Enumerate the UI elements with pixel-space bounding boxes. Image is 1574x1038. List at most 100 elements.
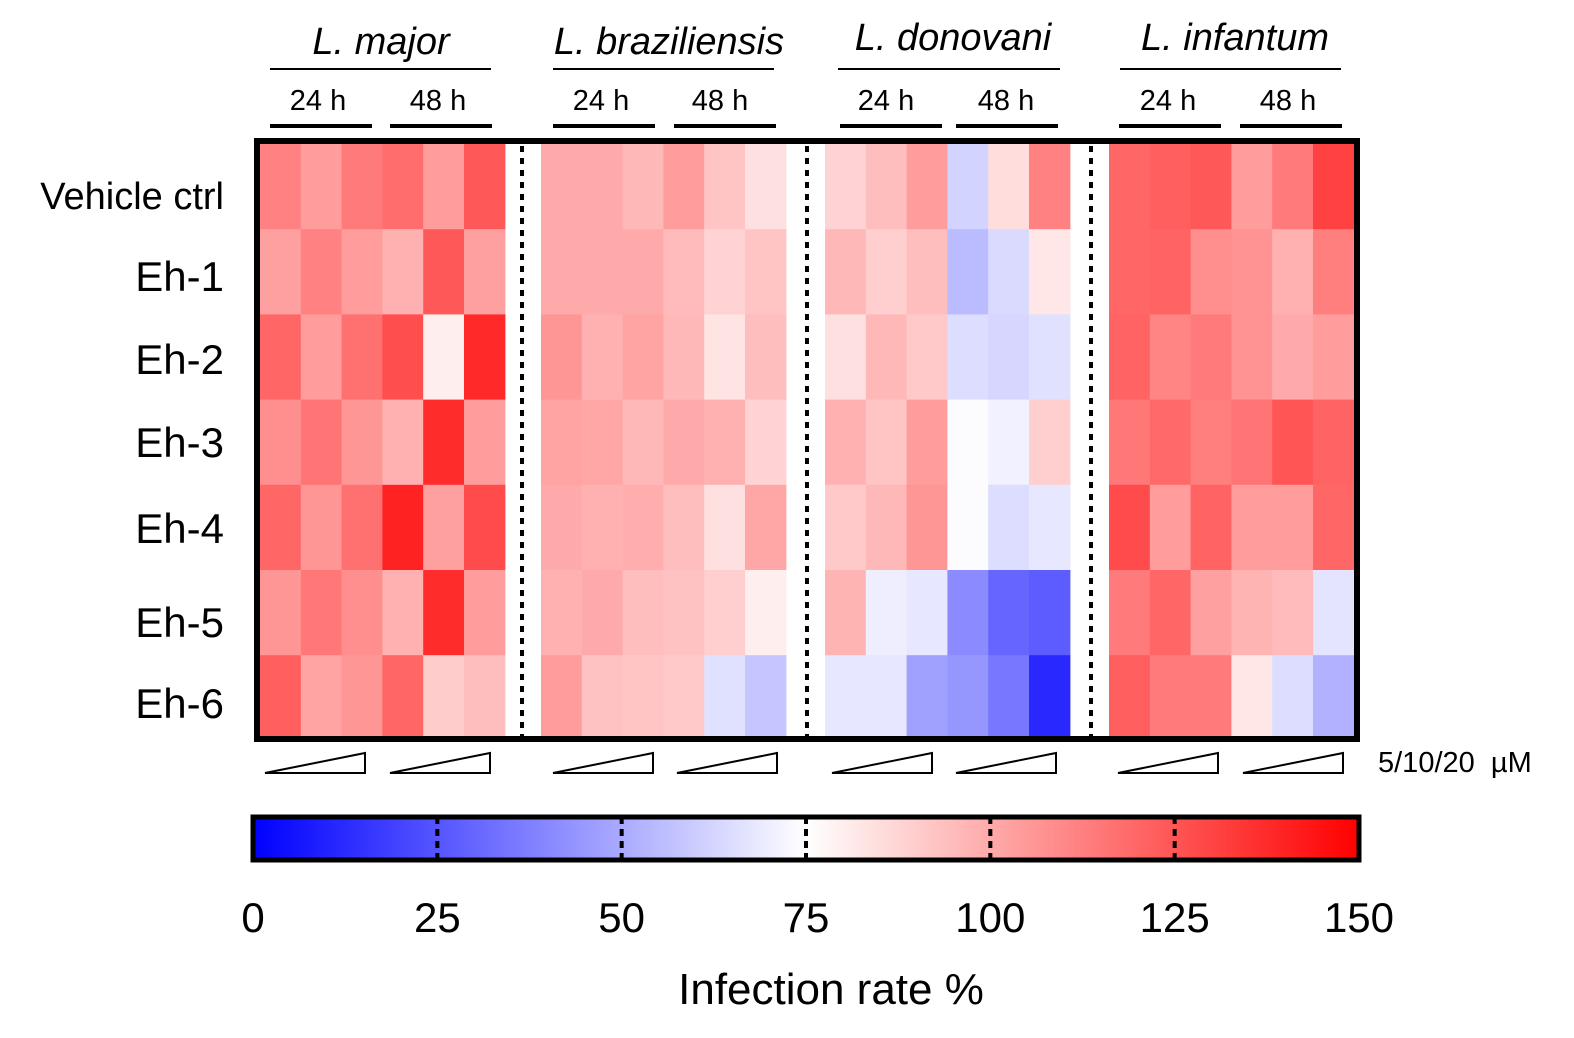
heatmap-cell-s0-r4-c4 <box>423 484 465 571</box>
heatmap-cell-s2-r3-c0 <box>825 399 867 486</box>
heatmap-cell-s2-r1-c0 <box>825 229 867 315</box>
heatmap-cell-s0-r0-c2 <box>341 144 383 230</box>
heatmap-cell-s1-r6-c5 <box>745 655 787 741</box>
heatmap-cell-s0-r0-c4 <box>423 144 465 230</box>
heatmap-cell-s2-r2-c0 <box>825 314 867 401</box>
heatmap-cell-s1-r4-c3 <box>663 484 705 571</box>
heatmap-cell-s3-r1-c4 <box>1272 229 1314 315</box>
heatmap-cell-s0-r3-c0 <box>260 399 302 486</box>
heatmap-cell-s3-r4-c1 <box>1149 484 1192 571</box>
heatmap-cell-s0-r1-c0 <box>260 229 302 315</box>
heatmap-cell-s1-r5-c5 <box>745 570 787 656</box>
wedge-1-24h <box>552 751 654 774</box>
colorbar-tick-label-125: 125 <box>1140 894 1210 941</box>
heatmap-cell-s2-r2-c3 <box>947 314 989 401</box>
heatmap-cell-s0-r2-c2 <box>341 314 383 401</box>
heatmap-cell-s3-r4-c0 <box>1109 484 1151 571</box>
heatmap-cell-s1-r2-c1 <box>581 314 624 401</box>
heatmap-cell-s3-r2-c2 <box>1190 314 1232 401</box>
heatmap-cell-s3-r3-c2 <box>1190 399 1232 486</box>
heatmap-cell-s0-r0-c1 <box>300 144 343 230</box>
heatmap-cell-s2-r2-c4 <box>988 314 1030 401</box>
heatmap-cells <box>260 144 1355 741</box>
heatmap-cell-s0-r5-c2 <box>341 570 383 656</box>
heatmap-cell-s1-r5-c4 <box>704 570 746 656</box>
heatmap-cell-s1-r5-c1 <box>581 570 624 656</box>
heatmap-cell-s0-r3-c1 <box>300 399 343 486</box>
heatmap-cell-s0-r2-c3 <box>382 314 424 401</box>
wedge-1-48h <box>676 751 778 774</box>
heatmap-cell-s3-r2-c1 <box>1149 314 1192 401</box>
heatmap-cell-s2-r1-c2 <box>906 229 948 315</box>
heatmap-cell-s3-r1-c3 <box>1231 229 1273 315</box>
heatmap-cell-s2-r0-c0 <box>825 144 867 230</box>
heatmap-cell-s1-r3-c0 <box>541 399 583 486</box>
colorbar-title: Infection rate % <box>678 965 984 1014</box>
heatmap-cell-s2-r5-c4 <box>988 570 1030 656</box>
time-label-3-24h: 24 h <box>1140 85 1196 117</box>
heatmap-cell-s1-r3-c1 <box>581 399 624 486</box>
time-label-1-48h: 48 h <box>692 85 748 117</box>
heatmap-cell-s1-r3-c2 <box>622 399 664 486</box>
heatmap-cell-s0-r0-c5 <box>464 144 506 230</box>
heatmap-cell-s1-r2-c0 <box>541 314 583 401</box>
row-label-eh-4: Eh-4 <box>135 505 224 552</box>
heatmap-cell-s0-r6-c4 <box>423 655 465 741</box>
heatmap-cell-s0-r6-c1 <box>300 655 343 741</box>
heatmap-cell-s1-r5-c2 <box>622 570 664 656</box>
row-label-eh-3: Eh-3 <box>135 419 224 466</box>
heatmap-cell-s3-r0-c2 <box>1190 144 1232 230</box>
row-label-eh-6: Eh-6 <box>135 680 224 727</box>
heatmap-cell-s3-r6-c0 <box>1109 655 1151 741</box>
heatmap-cell-s3-r3-c1 <box>1149 399 1192 486</box>
heatmap-cell-s1-r0-c4 <box>704 144 746 230</box>
heatmap-cell-s0-r6-c5 <box>464 655 506 741</box>
heatmap-cell-s0-r1-c5 <box>464 229 506 315</box>
heatmap-cell-s3-r2-c4 <box>1272 314 1314 401</box>
heatmap-cell-s2-r2-c5 <box>1029 314 1071 401</box>
heatmap-cell-s3-r4-c4 <box>1272 484 1314 571</box>
colorbar: 0 25 50 75 100 125 150 Infection rate % <box>241 814 1394 1014</box>
timepoint-headers: 24 h 48 h 24 h 48 h 24 h 48 h 24 h 48 h <box>270 85 1342 128</box>
heatmap-cell-s1-r2-c2 <box>622 314 664 401</box>
heatmap-cell-s3-r0-c3 <box>1231 144 1273 230</box>
heatmap-frame <box>254 138 1360 742</box>
heatmap-cell-s1-r6-c2 <box>622 655 664 741</box>
heatmap-cell-s1-r1-c1 <box>581 229 624 315</box>
heatmap-cell-s1-r0-c2 <box>622 144 664 230</box>
colorbar-tick-label-150: 150 <box>1324 894 1394 941</box>
heatmap-cell-s1-r3-c5 <box>745 399 787 486</box>
heatmap-cell-s0-r5-c3 <box>382 570 424 656</box>
time-label-3-48h: 48 h <box>1260 85 1316 117</box>
heatmap-cell-s3-r0-c1 <box>1149 144 1192 230</box>
heatmap-cell-s0-r4-c3 <box>382 484 424 571</box>
wedge-0-48h <box>389 751 491 774</box>
colorbar-tick-label-75: 75 <box>783 894 830 941</box>
heatmap-cell-s1-r1-c5 <box>745 229 787 315</box>
wedge-2-48h <box>955 751 1057 774</box>
heatmap-cell-s3-r2-c0 <box>1109 314 1151 401</box>
heatmap-cell-s1-r0-c1 <box>581 144 624 230</box>
heatmap-cell-s1-r3-c4 <box>704 399 746 486</box>
heatmap-cell-s1-r6-c4 <box>704 655 746 741</box>
heatmap-cell-s2-r0-c2 <box>906 144 948 230</box>
heatmap-cell-s1-r4-c0 <box>541 484 583 571</box>
heatmap-cell-s0-r2-c0 <box>260 314 302 401</box>
heatmap-cell-s3-r3-c4 <box>1272 399 1314 486</box>
heatmap-cell-s0-r3-c4 <box>423 399 465 486</box>
heatmap-cell-s1-r2-c4 <box>704 314 746 401</box>
wedge-0-24h <box>264 751 366 774</box>
heatmap-cell-s3-r5-c5 <box>1313 570 1355 656</box>
heatmap-cell-s0-r3-c2 <box>341 399 383 486</box>
heatmap-cell-s3-r3-c5 <box>1313 399 1355 486</box>
heatmap-cell-s1-r2-c3 <box>663 314 705 401</box>
species-label-1: L. braziliensis <box>554 21 784 63</box>
wedge-3-48h <box>1242 751 1344 774</box>
heatmap-cell-s2-r0-c5 <box>1029 144 1071 230</box>
row-labels: Vehicle ctrl Eh-1 Eh-2 Eh-3 Eh-4 Eh-5 Eh… <box>40 176 224 727</box>
heatmap-cell-s2-r6-c5 <box>1029 655 1071 741</box>
heatmap-cell-s3-r3-c3 <box>1231 399 1273 486</box>
heatmap-cell-s3-r0-c4 <box>1272 144 1314 230</box>
heatmap-cell-s0-r6-c2 <box>341 655 383 741</box>
